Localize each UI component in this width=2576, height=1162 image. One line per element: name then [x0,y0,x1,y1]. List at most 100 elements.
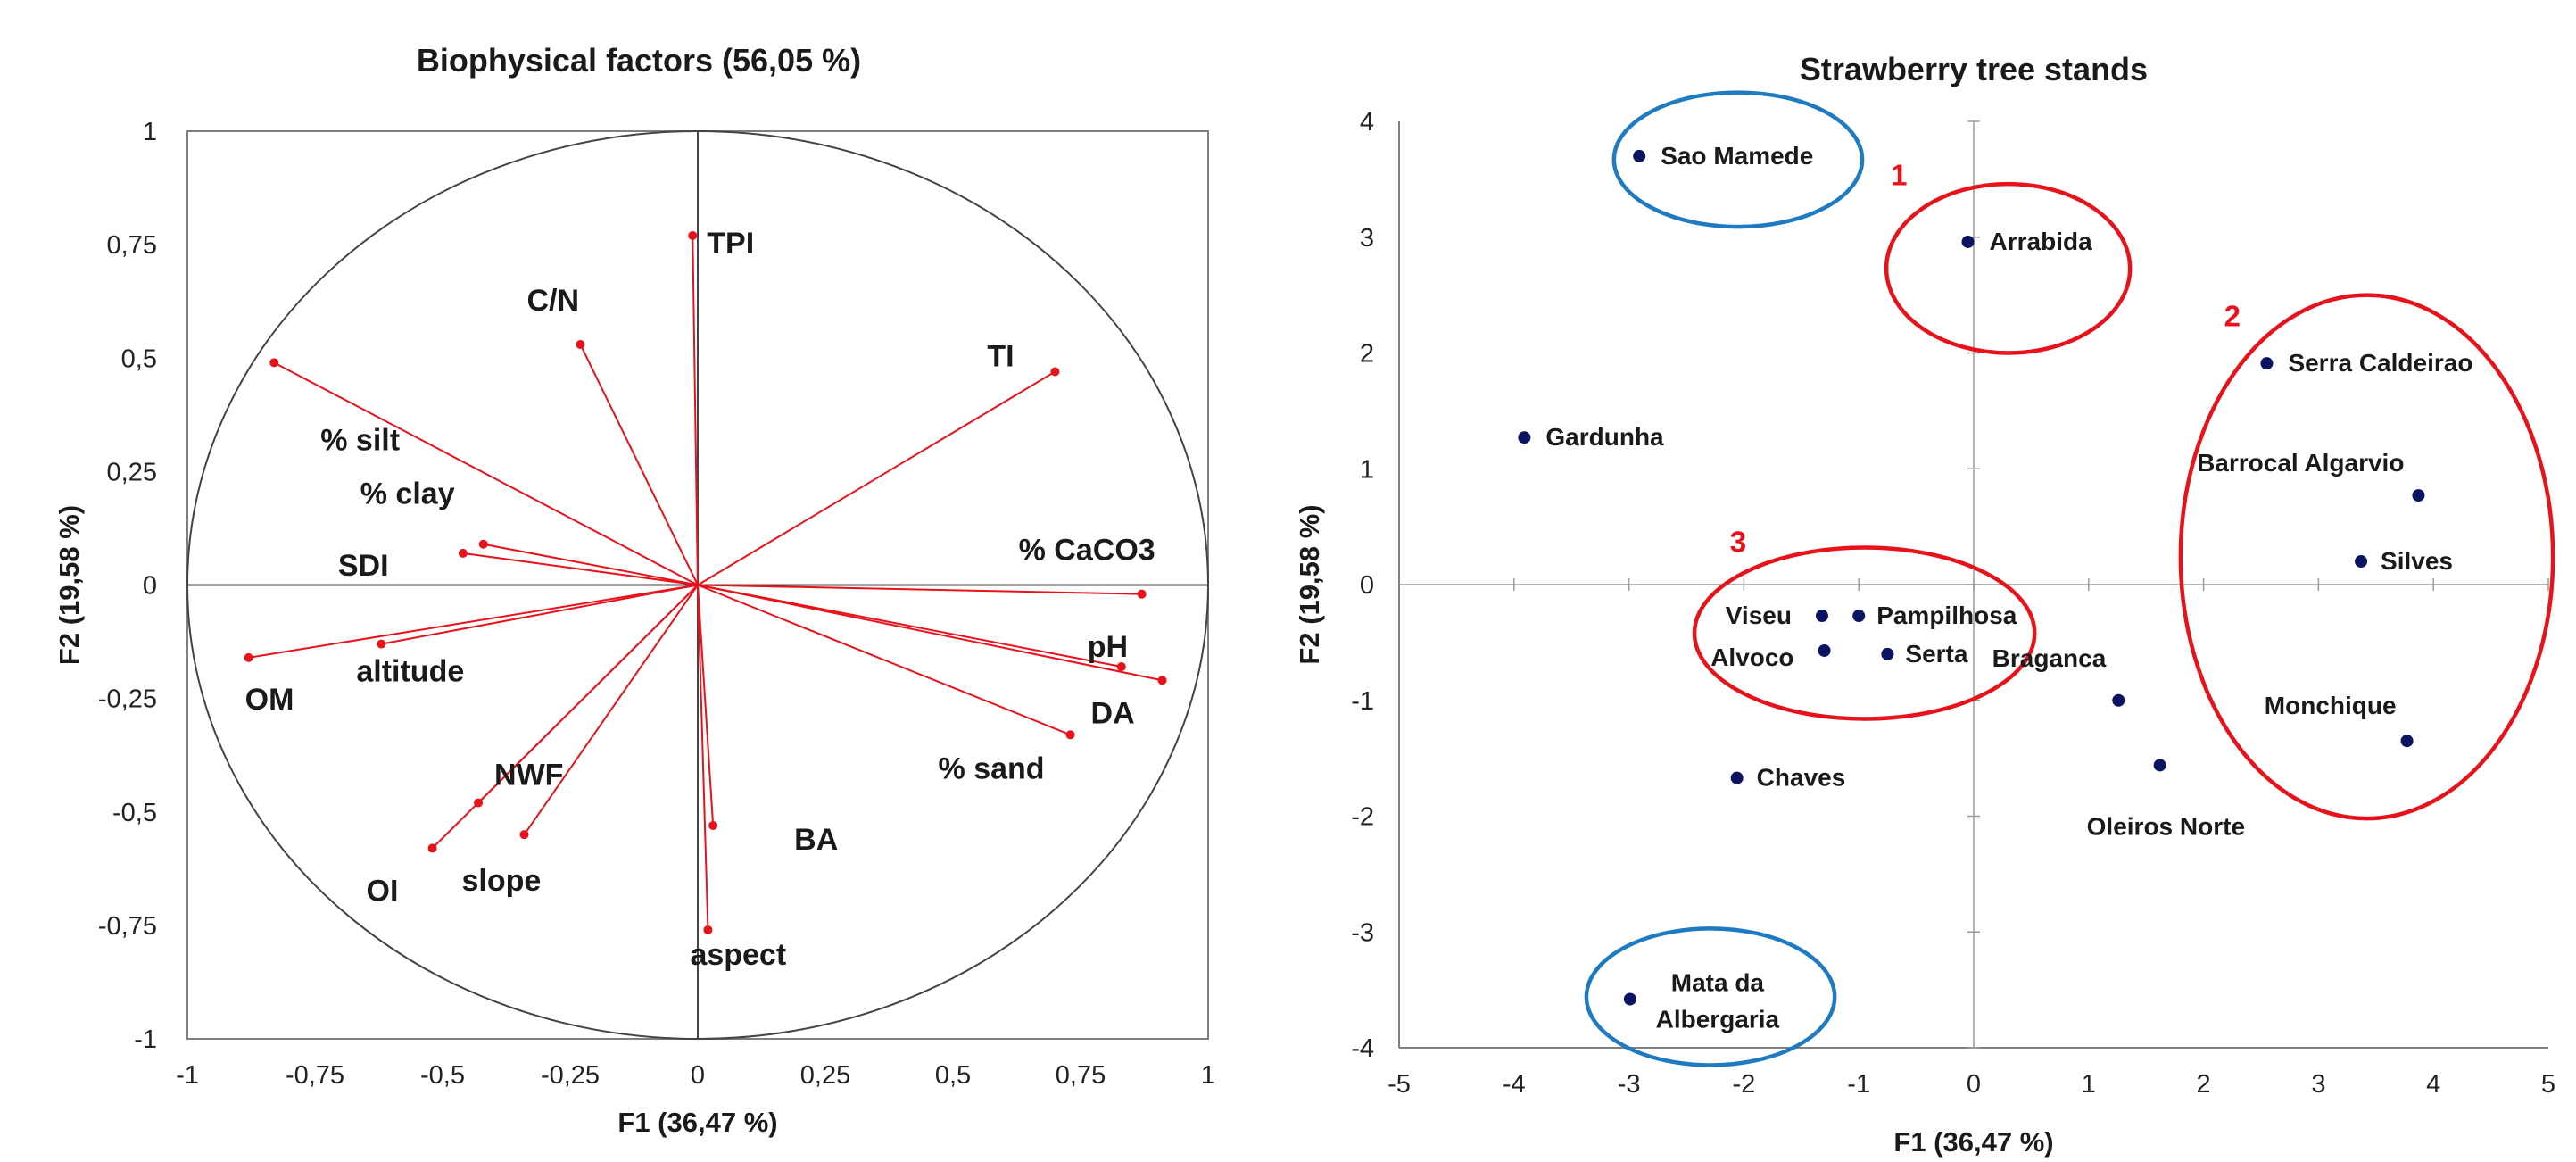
point-serra-caldeirao [2260,357,2274,370]
point-alvoco [1818,643,1831,657]
variable-label-altitude: altitude [356,655,464,689]
vector-tip-ba [708,821,718,831]
group-ellipse-blue-3 [1611,90,1865,229]
vector-ti [697,370,1056,586]
variable-label-silt: % silt [320,423,400,457]
right-x-tick-label: -5 [1387,1070,1411,1099]
right-y-axis-title: F2 (19,58 %) [1294,504,1325,664]
vector-clay [483,543,699,586]
right-x-tick-label: -2 [1733,1070,1756,1099]
vector-tip-oi [427,843,437,853]
right-y-tick-label: 0 [1360,571,1374,600]
right-y-tick-labels: 4 3 2 1 0 -1 -2 -3 -4 [1351,108,1374,1063]
vector-tip-da [1157,676,1167,685]
point-serta [1881,647,1894,660]
group-label-1: 1 [1891,158,1907,191]
point-viseu [1815,610,1828,623]
left-y-tick-label: 1 [143,118,157,146]
right-x-tick-label: 4 [2426,1070,2440,1099]
left-x-tick-label: -0,75 [286,1061,344,1090]
right-y-tick-label: -4 [1351,1034,1374,1063]
right-x-tick-label: -4 [1503,1070,1526,1099]
right-x-tick-label: 5 [2541,1070,2555,1099]
right-chart-title: Strawberry tree stands [1800,51,2148,87]
right-y-tick-label: 3 [1360,224,1374,253]
vector-tip-clay [478,539,488,549]
point-label-sao-mamede: Sao Mamede [1661,142,1813,170]
right-x-tick-label: 1 [2082,1070,2096,1099]
variable-label-caco3: % CaCO3 [1019,534,1155,568]
point-label-serta: Serta [1905,640,1967,668]
variable-label-ph: pH [1088,630,1128,664]
point-label-oleiros-norte: Oleiros Norte [2087,812,2245,840]
stand-points [1518,149,2425,1006]
group-label-2: 2 [2224,300,2241,333]
left-x-tick-labels: -1 -0,75 -0,5 -0,25 0 0,25 0,5 0,75 1 [176,1061,1215,1090]
vector-c-n [579,344,699,585]
left-y-tick-label: 0,75 [107,231,157,260]
vector-tip-om [244,652,253,662]
variable-label-slope: slope [462,864,542,898]
variable-label-ba: BA [794,823,838,857]
left-y-tick-label: -0,25 [98,685,157,714]
variable-label-da: DA [1091,696,1135,730]
vector-tip-slope [519,830,529,840]
group-ellipses: 1 2 3 [1584,90,2555,1067]
correlation-circle-panel: Biophysical factors (56,05 %) -1 -0,75 -0,… [54,42,1215,1138]
point-label-gardunha: Gardunha [1545,423,1664,451]
vector-sdi [462,552,699,586]
left-y-tick-label: 0,25 [107,458,157,486]
left-y-axis-title: F2 (19,58 %) [54,505,85,665]
left-y-tick-label: -1 [134,1025,157,1054]
right-x-tick-label: -1 [1847,1070,1870,1099]
vector-altitude [381,584,699,645]
variable-labels: TPI C/N % silt TI % clay SDI % CaCO3 pH DA % sand… [245,227,1155,972]
point-label-chaves: Chaves [1757,764,1846,792]
vector-tip-sand [1065,730,1075,740]
left-x-tick-label: -0,25 [541,1061,600,1090]
left-y-tick-label: 0,5 [121,344,157,373]
left-chart-title: Biophysical factors (56,05 %) [417,42,861,79]
left-x-tick-label: 0 [691,1061,705,1090]
vector-tip-sdi [458,548,468,558]
point-sao-mamede [1633,149,1646,162]
point-mata-da-albergaria [1623,992,1636,1006]
variable-label-sand: % sand [939,751,1045,785]
right-y-tick-label: 2 [1360,340,1374,369]
variable-label-c-n: C/N [526,284,579,318]
vector-tip-caco3 [1137,589,1147,599]
vector-tip-aspect [703,925,713,934]
group-ellipse-1 [1884,181,2133,355]
vector-sand [697,584,1071,736]
right-x-tick-label: 2 [2197,1070,2211,1099]
left-x-axis-title: F1 (36,47 %) [617,1107,777,1138]
variable-label-clay: % clay [360,477,455,511]
vector-tpi [692,235,699,585]
vector-oi [431,584,699,850]
group-label-3: 3 [1730,526,1746,559]
stands-scatter-panel: Strawberry tree stands -5 -4 -3 -2 -1 0 1 2 3 4 5 … [1294,51,2555,1158]
right-y-tick-label: 4 [1360,108,1374,137]
right-y-tick-label: 1 [1360,455,1374,484]
variable-label-oi: OI [367,874,399,908]
point-barrocal-algarvio [2412,489,2425,502]
vector-tip-tpi [688,230,698,240]
group-ellipse-blue-4 [1584,926,1837,1067]
left-x-tick-label: 0,5 [935,1061,971,1090]
left-y-tick-label: -0,5 [112,799,157,827]
variable-label-ti: TI [987,340,1014,374]
variable-label-aspect: aspect [690,938,786,972]
point-label-braganca: Braganca [1992,644,2107,672]
point-monchique [2400,735,2414,748]
right-x-tick-label: 3 [2311,1070,2325,1099]
left-y-tick-label: 0 [143,572,157,601]
vector-om [248,584,699,659]
point-label-pampilhosa: Pampilhosa [1876,602,2017,629]
point-label-silves: Silves [2381,547,2453,575]
point-oleiros-norte [2153,759,2166,772]
point-arrabida [1961,235,1975,248]
point-gardunha [1518,431,1531,444]
left-x-tick-label: 1 [1201,1061,1215,1090]
vector-tip-ti [1050,367,1060,377]
